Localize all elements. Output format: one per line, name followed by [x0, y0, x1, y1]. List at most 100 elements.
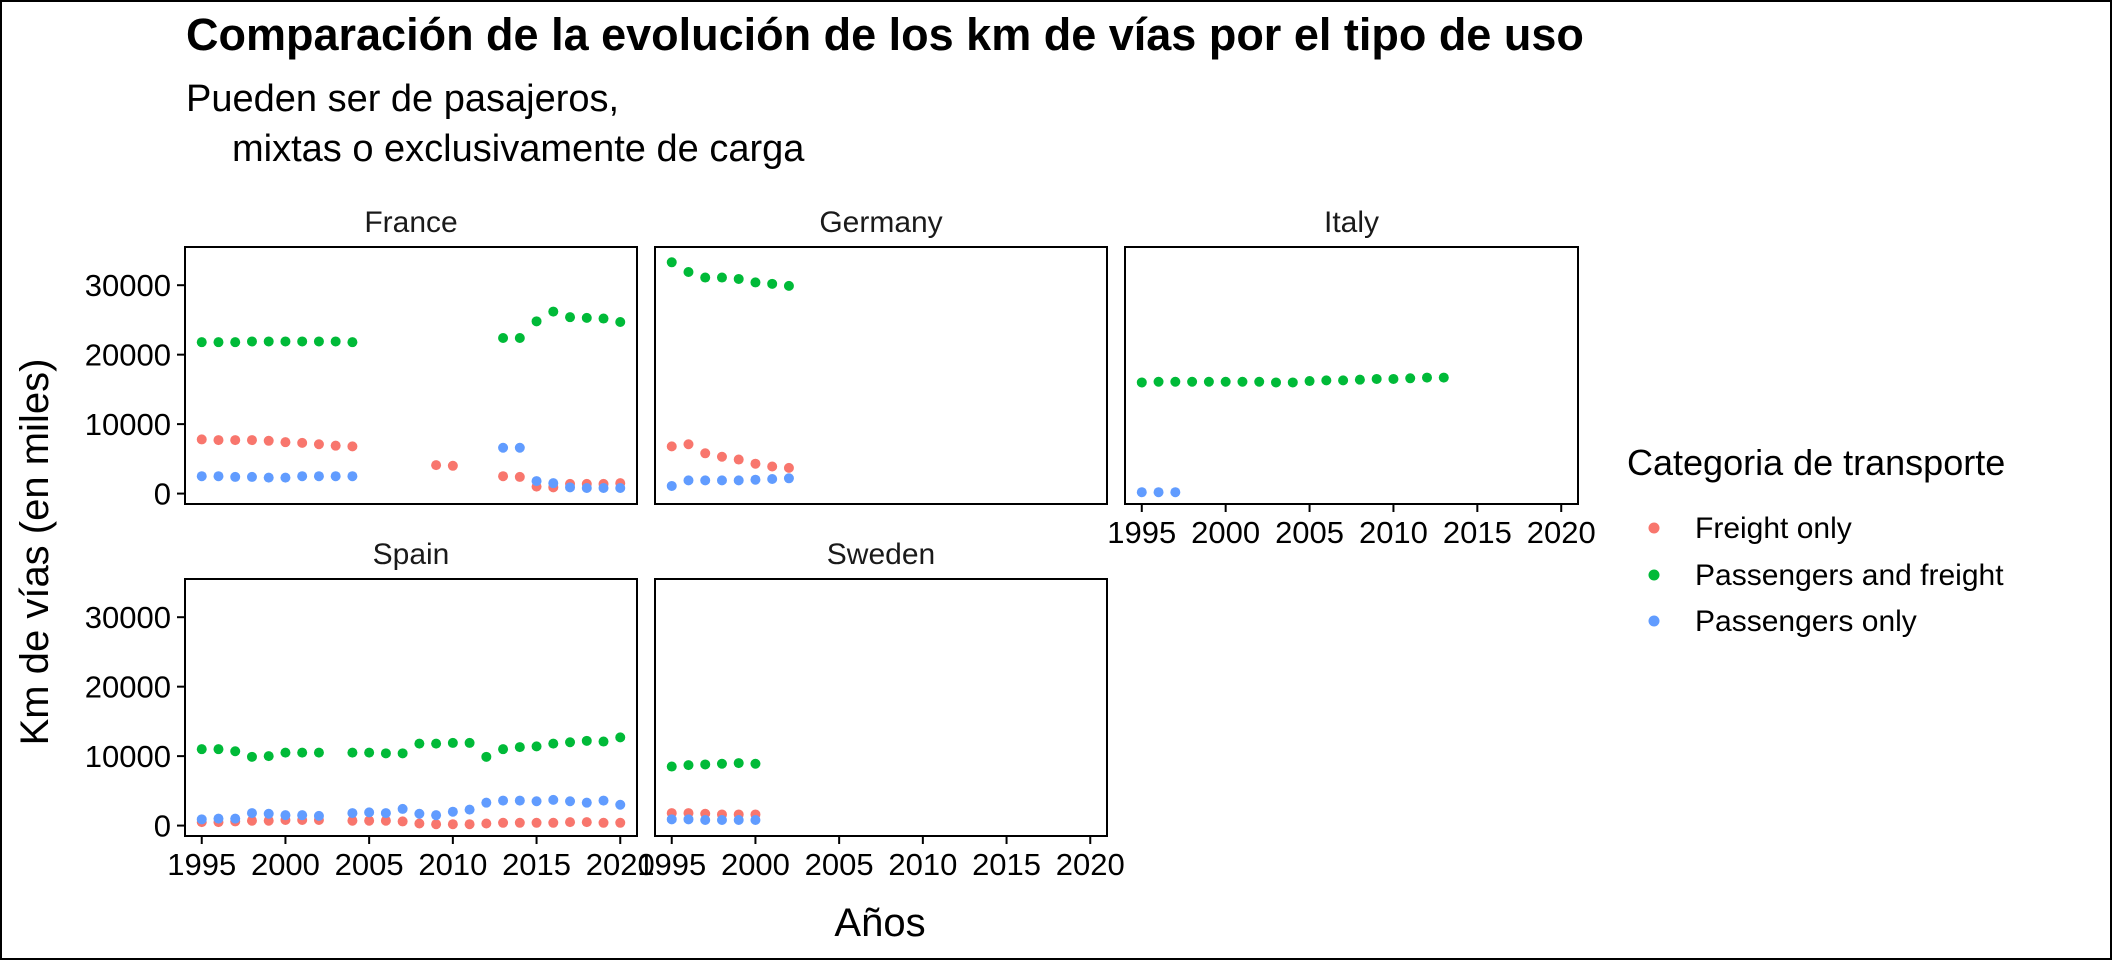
- point-sweden-passengers-and-freight-2000: [750, 758, 761, 769]
- point-italy-passengers-only-1996: [1153, 487, 1164, 498]
- point-spain-passengers-and-freight-2015: [531, 741, 542, 752]
- x-tick-label-sweden-1995: 1995: [637, 847, 706, 882]
- point-spain-freight-only-2016: [548, 817, 559, 828]
- point-germany-freight-only-1995: [666, 441, 677, 452]
- point-france-passengers-only-2019: [598, 483, 609, 494]
- x-tick-label-italy-2005: 2005: [1275, 515, 1344, 550]
- point-italy-passengers-and-freight-2000: [1220, 376, 1231, 387]
- point-spain-passengers-only-1995: [196, 814, 207, 825]
- point-spain-passengers-and-freight-2005: [364, 747, 375, 758]
- point-spain-passengers-and-freight-2018: [581, 735, 592, 746]
- panel-frame-spain: [184, 578, 638, 837]
- point-spain-passengers-only-2000: [280, 810, 291, 821]
- chart-subtitle-line-1: Pueden ser de pasajeros,: [186, 78, 619, 120]
- legend-label-freight-only: Freight only: [1695, 512, 1852, 545]
- point-france-freight-only-2013: [498, 471, 509, 482]
- point-spain-passengers-only-1996: [213, 813, 224, 824]
- point-italy-passengers-and-freight-2006: [1321, 375, 1332, 386]
- point-spain-freight-only-2008: [414, 818, 425, 829]
- x-tick-label-italy-2020: 2020: [1527, 515, 1596, 550]
- legend-label-passengers-only: Passengers only: [1695, 605, 1917, 638]
- point-france-passengers-only-2018: [581, 483, 592, 494]
- point-italy-passengers-and-freight-2004: [1287, 377, 1298, 388]
- point-spain-passengers-only-2019: [598, 795, 609, 806]
- point-spain-freight-only-1998: [246, 815, 257, 826]
- x-tick-label-spain-2020: 2020: [586, 847, 655, 882]
- point-france-freight-only-2000: [280, 437, 291, 448]
- point-france-passengers-only-2004: [347, 471, 358, 482]
- point-italy-passengers-and-freight-2009: [1371, 373, 1382, 384]
- point-france-freight-only-1999: [263, 435, 274, 446]
- point-spain-freight-only-2006: [380, 815, 391, 826]
- point-france-freight-only-2003: [330, 440, 341, 451]
- point-germany-passengers-only-1998: [716, 475, 727, 486]
- point-spain-freight-only-1999: [263, 815, 274, 826]
- point-france-passengers-only-2013: [498, 442, 509, 453]
- point-germany-passengers-and-freight-1999: [733, 273, 744, 284]
- point-italy-passengers-and-freight-2007: [1338, 375, 1349, 386]
- point-france-passengers-and-freight-2016: [548, 306, 559, 317]
- point-spain-freight-only-2020: [615, 817, 626, 828]
- point-spain-passengers-and-freight-2013: [498, 744, 509, 755]
- point-germany-passengers-and-freight-1996: [683, 267, 694, 278]
- chart-subtitle-line-2: mixtas o exclusivamente de carga: [232, 128, 805, 170]
- point-spain-passengers-only-2008: [414, 808, 425, 819]
- panel-frame-italy: [1124, 246, 1579, 505]
- point-germany-passengers-only-1999: [733, 475, 744, 486]
- point-france-freight-only-2009: [431, 460, 442, 471]
- strip-label-france: France: [364, 206, 457, 239]
- point-spain-freight-only-2010: [447, 819, 458, 830]
- legend: Categoria de transporte Freight only Pas…: [1627, 442, 2005, 638]
- point-france-freight-only-2002: [313, 439, 324, 450]
- point-spain-passengers-only-2001: [297, 810, 308, 821]
- point-france-passengers-and-freight-2014: [514, 332, 525, 343]
- panel-frame-france: [184, 246, 638, 505]
- y-tick-label-france-10000: 10000: [85, 407, 171, 442]
- point-spain-freight-only-2019: [598, 817, 609, 828]
- point-germany-freight-only-1996: [683, 439, 694, 450]
- point-france-freight-only-2001: [297, 437, 308, 448]
- point-spain-passengers-and-freight-1999: [263, 751, 274, 762]
- point-spain-freight-only-2015: [531, 817, 542, 828]
- point-spain-passengers-and-freight-2011: [464, 737, 475, 748]
- point-france-freight-only-2014: [514, 471, 525, 482]
- x-tick-label-sweden-2005: 2005: [805, 847, 874, 882]
- legend-key-passengers-and-freight: [1648, 569, 1660, 581]
- point-spain-passengers-and-freight-2000: [280, 747, 291, 758]
- point-france-freight-only-2004: [347, 441, 358, 452]
- point-spain-passengers-only-1997: [230, 813, 241, 824]
- point-italy-passengers-and-freight-2012: [1422, 372, 1432, 383]
- point-france-passengers-only-2020: [615, 483, 626, 494]
- point-italy-passengers-and-freight-2011: [1405, 373, 1416, 384]
- point-spain-passengers-only-2014: [514, 795, 525, 806]
- point-italy-passengers-and-freight-1997: [1170, 376, 1181, 387]
- point-spain-freight-only-2007: [397, 816, 408, 827]
- x-tick-label-spain-2005: 2005: [335, 847, 404, 882]
- legend-key-freight-only: [1648, 522, 1660, 534]
- point-sweden-passengers-and-freight-1995: [666, 761, 677, 772]
- point-italy-passengers-and-freight-2013: [1438, 372, 1449, 383]
- point-italy-passengers-only-1997: [1170, 487, 1181, 498]
- point-germany-freight-only-1998: [716, 451, 727, 462]
- point-france-passengers-and-freight-2020: [615, 317, 626, 328]
- point-germany-passengers-and-freight-2001: [767, 278, 778, 289]
- point-france-passengers-and-freight-2001: [297, 336, 308, 347]
- x-tick-label-italy-2010: 2010: [1359, 515, 1428, 550]
- y-tick-label-spain-20000: 20000: [85, 670, 171, 705]
- legend-title: Categoria de transporte: [1627, 442, 2005, 483]
- point-germany-passengers-only-2000: [750, 474, 761, 485]
- point-germany-passengers-only-1996: [683, 475, 694, 486]
- point-spain-passengers-and-freight-2014: [514, 742, 525, 753]
- point-spain-freight-only-2014: [514, 817, 525, 828]
- point-france-passengers-and-freight-2002: [313, 336, 324, 347]
- point-sweden-passengers-only-1996: [683, 814, 694, 825]
- point-sweden-passengers-only-1995: [666, 814, 677, 825]
- point-germany-passengers-only-2001: [767, 473, 778, 484]
- x-tick-label-sweden-2010: 2010: [888, 847, 957, 882]
- point-sweden-passengers-and-freight-1998: [716, 758, 727, 769]
- point-france-passengers-and-freight-2000: [280, 336, 291, 347]
- point-sweden-passengers-only-1999: [733, 815, 744, 826]
- point-germany-passengers-and-freight-2000: [750, 277, 761, 288]
- point-spain-passengers-only-2004: [347, 808, 358, 819]
